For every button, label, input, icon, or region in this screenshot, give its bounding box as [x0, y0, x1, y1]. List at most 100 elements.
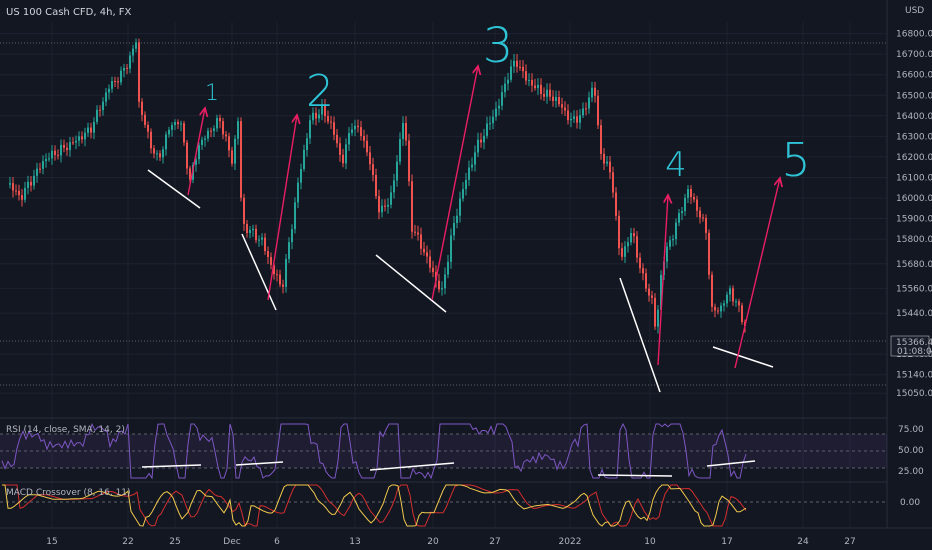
candle-body [348, 133, 350, 145]
candle-body [36, 168, 38, 176]
candle-body [96, 109, 98, 122]
candle-body [471, 164, 473, 168]
candle-body [630, 233, 632, 243]
candle-body [693, 197, 695, 200]
candle-body [708, 232, 710, 275]
candle-body [645, 273, 647, 289]
candle-body [318, 114, 320, 119]
candle-body [60, 144, 62, 156]
candle-body [429, 256, 431, 268]
candle-body [333, 122, 335, 135]
candle-body [288, 242, 290, 259]
candle-body [144, 114, 146, 125]
price-tick: 16500.00 [896, 91, 932, 101]
candle-body [369, 152, 371, 165]
candle-body [351, 129, 353, 134]
wave-label-5: 5 [781, 133, 810, 187]
candle-body [327, 116, 329, 122]
candle-body [492, 116, 494, 124]
candle-body [543, 93, 545, 97]
candle-body [189, 168, 191, 180]
candle-body [660, 274, 662, 310]
candle-body [84, 132, 86, 140]
candle-body [51, 150, 53, 159]
candle-body [465, 179, 467, 190]
time-tick: 20 [427, 537, 439, 547]
candle-body [282, 284, 284, 287]
candle-body [72, 142, 74, 144]
candle-body [12, 183, 14, 191]
candle-body [594, 87, 596, 96]
dotted-levels [0, 42, 887, 386]
bar-countdown: 01:08:02 [897, 347, 932, 357]
price-tick: 15140.00 [896, 371, 932, 381]
candle-body [105, 92, 107, 102]
candle-body [633, 233, 635, 237]
candle-body [621, 248, 623, 257]
rsi-divergence-line [141, 464, 202, 468]
candle-body [375, 174, 377, 197]
price-tick: 16100.00 [896, 173, 932, 183]
rsi-tick-50: 50.00 [898, 446, 924, 456]
candle-body [18, 190, 20, 196]
candle-body [285, 258, 287, 287]
price-tick: 15050.00 [896, 389, 932, 399]
candle-body [312, 112, 314, 121]
candle-body [405, 123, 407, 141]
candle-body [720, 305, 722, 312]
candle-body [459, 198, 461, 216]
candle-body [168, 129, 170, 135]
candle-body [378, 196, 380, 213]
candle-body [504, 83, 506, 93]
candle-body [642, 268, 644, 274]
candle-body [243, 197, 245, 224]
candle-body [165, 134, 167, 150]
candle-body [417, 232, 419, 235]
candle-body [15, 190, 17, 192]
time-axis[interactable]: 15 22 25 Dec 6 13 20 27 2022 10 17 24 27 [46, 537, 855, 547]
candle-body [21, 195, 23, 200]
candle-body [723, 303, 725, 306]
candle-body [399, 139, 401, 162]
candle-body [729, 288, 731, 295]
candle-body [135, 42, 137, 49]
wave-label-4: 4 [665, 145, 687, 185]
candle-body [39, 168, 41, 170]
candle-body [99, 109, 101, 111]
time-tick: 17 [721, 537, 732, 547]
candle-body [219, 117, 221, 122]
candle-body [306, 138, 308, 150]
candle-body [156, 153, 158, 155]
candle-body [339, 143, 341, 155]
candle-body [627, 242, 629, 247]
candle-body [639, 257, 641, 269]
candle-body [204, 138, 206, 140]
candle-body [240, 121, 242, 198]
candle-body [711, 274, 713, 307]
projection-arrow [734, 178, 780, 369]
candle-body [213, 128, 215, 131]
candle-body [564, 107, 566, 111]
price-tick: 16800.00 [896, 30, 932, 40]
rsi-pane [0, 422, 887, 480]
candle-body [372, 164, 374, 175]
candle-body [411, 181, 413, 232]
wave-label-3: 3 [483, 18, 514, 74]
candle-body [687, 189, 689, 198]
candle-body [126, 67, 128, 69]
candle-body [525, 71, 527, 81]
candle-body [63, 144, 65, 148]
candle-body [291, 229, 293, 243]
divergence-line [619, 277, 661, 393]
candle-body [117, 81, 119, 83]
candle-body [567, 110, 569, 121]
candle-body [396, 161, 398, 181]
candle-body [672, 239, 674, 241]
candle-body [69, 142, 71, 151]
candle-body [234, 138, 236, 164]
candle-body [546, 89, 548, 97]
last-price: 15366.42 [896, 338, 932, 348]
candle-body [561, 104, 563, 108]
